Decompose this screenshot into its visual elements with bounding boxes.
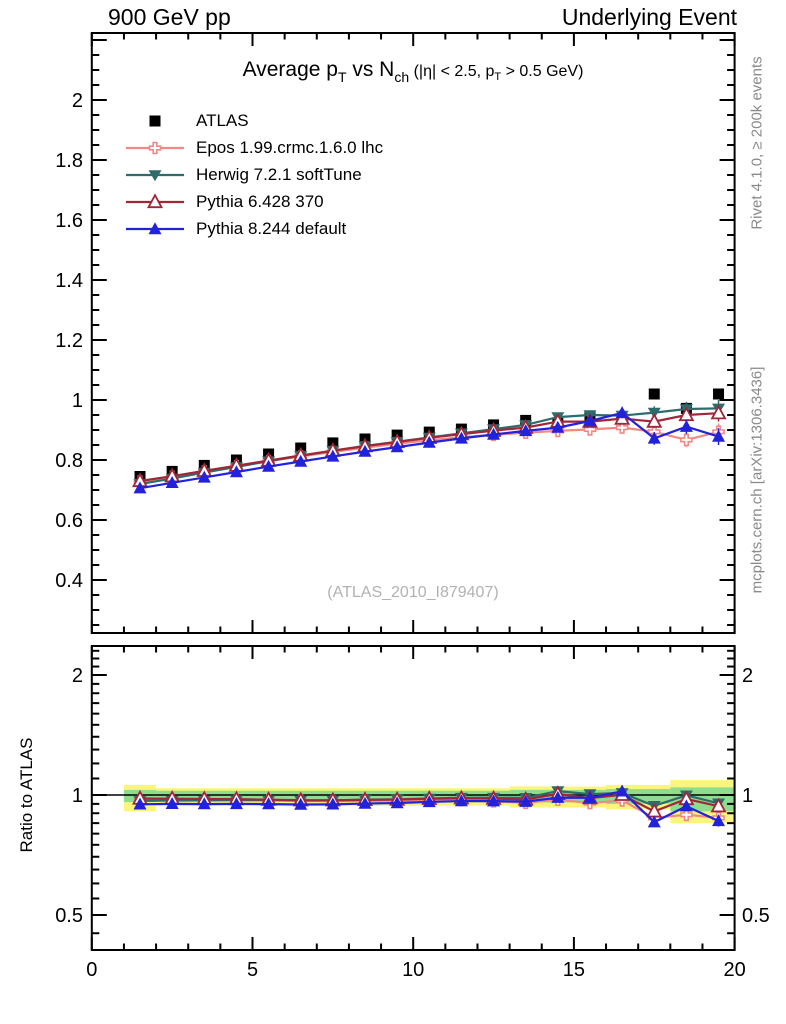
svg-text:0.5: 0.5 xyxy=(55,905,83,927)
title-text: Average p xyxy=(242,58,338,81)
svg-text:1: 1 xyxy=(72,785,83,807)
svg-text:5: 5 xyxy=(247,959,258,981)
herwig-triangle-icon xyxy=(126,169,184,181)
svg-text:1.6: 1.6 xyxy=(55,210,83,232)
plot-title: Average pT vs Nch (|η| < 2.5, pT > 0.5 G… xyxy=(91,58,735,85)
legend-label: ATLAS xyxy=(196,110,249,130)
svg-text:2: 2 xyxy=(72,665,83,687)
svg-text:1: 1 xyxy=(742,785,753,807)
svg-text:2: 2 xyxy=(72,90,83,112)
pythia6-triangle-icon xyxy=(126,192,184,208)
svg-text:0.6: 0.6 xyxy=(55,510,83,532)
legend-label: Herwig 7.2.1 softTune xyxy=(196,164,362,184)
svg-text:0: 0 xyxy=(86,959,97,981)
analysis-id-watermark: (ATLAS_2010_I879407) xyxy=(327,584,499,601)
rivet-version-label: Rivet 4.1.0, ≥ 200k events xyxy=(748,56,766,230)
svg-text:1.8: 1.8 xyxy=(55,150,83,172)
title-sub-pt: T xyxy=(337,69,347,85)
title-cuts2: > 0.5 GeV) xyxy=(501,63,584,80)
svg-text:0.5: 0.5 xyxy=(742,905,770,927)
legend-item-epos: Epos 1.99.crmc.1.6.0 lhc xyxy=(126,134,383,161)
legend-item-atlas: ATLAS xyxy=(126,107,383,134)
ratio-axis-title: Ratio to ATLAS xyxy=(17,737,36,853)
svg-text:1.4: 1.4 xyxy=(55,270,83,292)
svg-text:20: 20 xyxy=(723,959,745,981)
title-sub-nch: ch xyxy=(394,69,410,85)
legend-item-herwig: Herwig 7.2.1 softTune xyxy=(126,161,383,188)
atlas-square-icon xyxy=(149,115,161,126)
svg-text:1.2: 1.2 xyxy=(55,330,83,352)
legend-label: Pythia 6.428 370 xyxy=(196,191,324,211)
legend: ATLAS Epos 1.99.crmc.1.6.0 lhc Herwig 7.… xyxy=(126,107,383,242)
svg-text:0.4: 0.4 xyxy=(55,570,83,592)
legend-item-pythia6: Pythia 6.428 370 xyxy=(126,188,383,215)
analysis-group-label: Underlying Event xyxy=(561,4,737,30)
svg-text:10: 10 xyxy=(402,959,424,981)
title-sub-pt2: T xyxy=(494,71,502,83)
svg-text:15: 15 xyxy=(563,959,585,981)
svg-text:2: 2 xyxy=(742,665,753,687)
title-cuts: (|η| < 2.5, p xyxy=(409,63,495,80)
svg-text:1: 1 xyxy=(72,390,83,412)
legend-label: Epos 1.99.crmc.1.6.0 lhc xyxy=(196,137,384,157)
legend-item-pythia8: Pythia 8.244 default xyxy=(126,215,383,242)
pythia8-triangle-icon xyxy=(126,221,184,234)
legend-label: Pythia 8.244 default xyxy=(196,218,347,238)
svg-text:0.8: 0.8 xyxy=(55,450,83,472)
title-text: vs N xyxy=(346,58,395,81)
mcplots-arxiv-label: mcplots.cern.ch [arXiv:1306.3436] xyxy=(748,366,766,594)
beam-energy-label: 900 GeV pp xyxy=(108,4,231,30)
epos-cross-icon xyxy=(126,141,184,154)
